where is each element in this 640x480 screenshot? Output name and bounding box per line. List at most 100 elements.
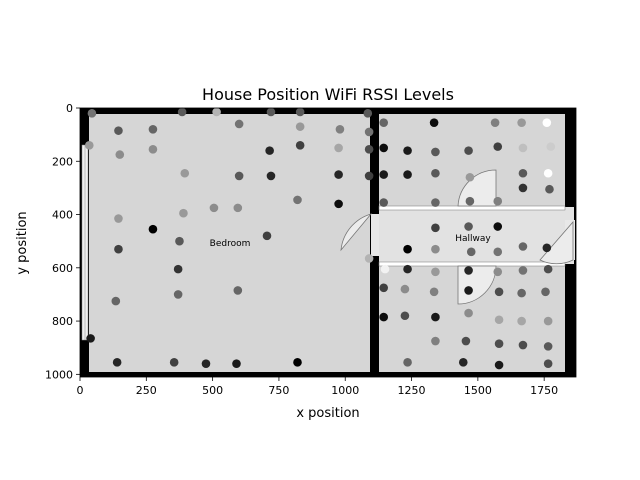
data-point <box>541 287 550 297</box>
data-point <box>148 125 158 134</box>
data-point <box>234 119 244 129</box>
bedroom-floor <box>89 114 370 372</box>
data-point <box>115 150 125 159</box>
data-point <box>517 288 526 298</box>
data-point <box>543 316 553 326</box>
data-point <box>173 290 183 299</box>
axes-frame <box>79 107 577 378</box>
data-point <box>464 146 473 155</box>
x-tick-label: 250 <box>136 384 157 397</box>
data-point <box>543 359 553 368</box>
data-point <box>295 140 305 150</box>
data-point <box>518 340 528 350</box>
data-point <box>542 243 552 253</box>
data-point <box>546 142 556 151</box>
data-point <box>517 316 526 326</box>
data-point <box>364 144 374 154</box>
bedroom-door-swing <box>340 213 373 252</box>
data-point <box>464 222 473 231</box>
data-point <box>518 143 528 153</box>
data-point <box>364 127 374 137</box>
data-point <box>464 266 473 275</box>
y-tick-label: 1000 <box>45 368 73 381</box>
data-point <box>209 203 219 213</box>
data-point <box>400 311 410 321</box>
data-point <box>379 198 389 207</box>
data-point <box>490 118 500 127</box>
data-point <box>517 118 526 127</box>
data-point <box>148 144 158 154</box>
data-point <box>379 143 389 153</box>
data-point <box>431 223 440 233</box>
data-point <box>493 222 503 231</box>
data-point <box>173 264 183 274</box>
y-tick-label: 200 <box>52 155 73 168</box>
data-point <box>494 287 504 297</box>
data-point <box>266 171 276 181</box>
room-label-hallway: Hallway <box>455 234 491 244</box>
data-point <box>543 264 553 274</box>
x-tick-label: 1000 <box>331 384 359 397</box>
data-point <box>177 107 187 117</box>
data-point <box>518 242 528 251</box>
data-point <box>114 126 123 135</box>
data-point <box>363 109 373 118</box>
data-point <box>464 286 473 295</box>
data-point <box>431 336 440 346</box>
data-point <box>493 247 503 257</box>
data-point <box>431 312 440 322</box>
data-point <box>266 107 276 117</box>
data-point <box>429 287 439 297</box>
data-point <box>431 198 440 207</box>
x-tick-label: 750 <box>268 384 289 397</box>
data-point <box>84 140 94 150</box>
floor-plan-image: Bedroom Hallway <box>80 108 576 377</box>
data-point <box>232 359 241 368</box>
data-point <box>179 208 188 218</box>
data-point <box>431 168 440 178</box>
data-point <box>461 336 471 346</box>
x-axis-label: x position <box>296 406 359 421</box>
data-point <box>403 170 412 179</box>
data-point <box>403 358 412 367</box>
data-point <box>265 146 274 155</box>
data-point <box>464 308 473 318</box>
x-axis-ticks: 0 250 500 750 1000 1250 1500 1750 <box>77 377 558 397</box>
data-point <box>494 360 504 370</box>
data-point <box>518 266 528 275</box>
data-point <box>545 184 554 194</box>
data-point <box>180 168 190 178</box>
data-point <box>262 231 272 241</box>
x-tick-label: 0 <box>77 384 84 397</box>
data-point <box>379 312 389 322</box>
hallway-end-door-swing <box>539 220 574 265</box>
data-point <box>233 286 243 295</box>
data-point <box>543 342 553 351</box>
data-point <box>295 107 305 117</box>
data-point <box>518 183 528 193</box>
data-point <box>379 283 389 293</box>
y-axis-label: y position <box>15 211 30 274</box>
chart-title: House Position WiFi RSSI Levels <box>202 85 454 104</box>
data-point <box>465 172 475 182</box>
data-point <box>111 296 121 306</box>
data-point <box>295 122 305 131</box>
data-point <box>334 170 343 179</box>
y-tick-label: 600 <box>52 262 73 275</box>
hallway-floor <box>379 207 574 264</box>
data-point <box>403 244 412 254</box>
x-tick-label: 500 <box>202 384 223 397</box>
data-point <box>431 267 440 277</box>
hallway-top-wall <box>378 205 566 211</box>
data-point <box>87 109 97 118</box>
data-point <box>175 236 184 246</box>
data-point <box>458 358 468 367</box>
data-point <box>114 214 123 223</box>
data-point <box>493 267 503 277</box>
data-point <box>169 358 179 367</box>
room-label-bedroom: Bedroom <box>210 239 251 249</box>
data-point <box>494 339 504 349</box>
data-point <box>493 142 503 151</box>
x-tick-label: 1500 <box>464 384 492 397</box>
